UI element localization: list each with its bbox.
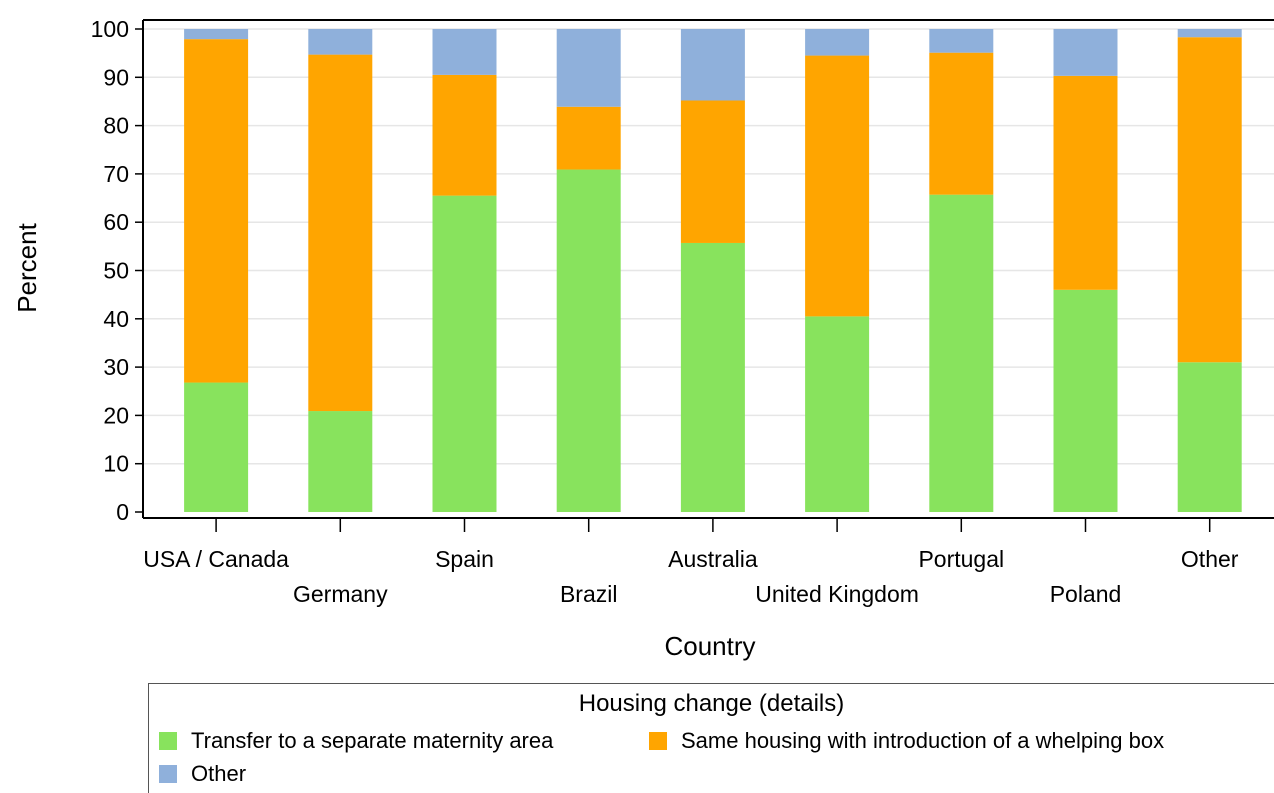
bar-segment: [1177, 29, 1242, 38]
y-tick-label: 90: [103, 64, 129, 90]
x-axis-title: Country: [664, 631, 755, 661]
bar-segment: [308, 29, 373, 55]
x-tick-label: Germany: [293, 581, 388, 607]
bar-segment: [432, 29, 497, 75]
legend-label: Same housing with introduction of a whel…: [681, 728, 1165, 753]
stacked-bar-chart: 0 10 20 30 40 50 60 70 80 90 100 USA / CanadaGerma…: [12, 16, 1274, 661]
legend-swatch: [649, 732, 667, 750]
y-tick-label: 20: [103, 402, 129, 428]
bar-segment: [432, 195, 497, 512]
bar-segment: [556, 29, 621, 107]
y-tick-label: 50: [103, 258, 129, 284]
bar-segment: [308, 54, 373, 412]
legend-label: Transfer to a separate maternity area: [191, 728, 554, 753]
axes: [135, 19, 1274, 532]
bar-segment: [929, 29, 994, 53]
bar-segment: [805, 29, 870, 56]
bar-segment: [556, 106, 621, 170]
bar-segment: [184, 29, 249, 40]
bar-segment: [184, 39, 249, 383]
bar-segment: [805, 316, 870, 512]
y-tick-label: 100: [91, 16, 129, 42]
bar-segment: [556, 169, 621, 513]
x-tick-label: Brazil: [560, 581, 618, 607]
bar-segment: [308, 411, 373, 512]
x-tick-label: United Kingdom: [755, 581, 919, 607]
legend: Housing change (details) Transfer to a s…: [148, 683, 1274, 793]
y-tick-label: 40: [103, 306, 129, 332]
legend-item-other: Other: [159, 761, 246, 787]
x-tick-label: Australia: [668, 546, 758, 572]
bar-segment: [1177, 37, 1242, 363]
legend-title: Housing change (details): [578, 690, 845, 717]
x-tick-label: Other: [1181, 546, 1239, 572]
y-tick-label: 10: [103, 451, 129, 477]
y-tick-labels: 0 10 20 30 40 50 60 70 80 90 100: [91, 16, 129, 525]
bar-segment: [184, 382, 249, 512]
legend-item-transfer: Transfer to a separate maternity area: [159, 728, 553, 754]
y-tick-label: 80: [103, 113, 129, 139]
x-tick-label: Poland: [1050, 581, 1122, 607]
y-tick-label: 0: [116, 499, 129, 525]
x-tick-label: USA / Canada: [143, 546, 289, 572]
bar-segment: [1177, 362, 1242, 512]
bar-segment: [1053, 75, 1118, 290]
bar-segment: [432, 74, 497, 196]
y-tick-label: 60: [103, 209, 129, 235]
bars-layer: [184, 29, 1242, 513]
bar-segment: [929, 52, 994, 195]
legend-swatch: [159, 732, 177, 750]
x-tick-label: Portugal: [918, 546, 1004, 572]
bar-segment: [680, 242, 745, 512]
x-tick-label: Spain: [435, 546, 494, 572]
bar-segment: [680, 29, 745, 101]
bar-segment: [1053, 289, 1118, 512]
legend-swatch: [159, 765, 177, 783]
bar-segment: [1053, 29, 1118, 76]
legend-label: Other: [191, 761, 247, 786]
y-axis-title: Percent: [12, 222, 42, 312]
y-tick-label: 30: [103, 354, 129, 380]
y-tick-label: 70: [103, 161, 129, 187]
bar-segment: [680, 100, 745, 243]
bar-segment: [805, 55, 870, 317]
bar-segment: [929, 194, 994, 512]
legend-item-same-housing: Same housing with introduction of a whel…: [649, 728, 1164, 754]
